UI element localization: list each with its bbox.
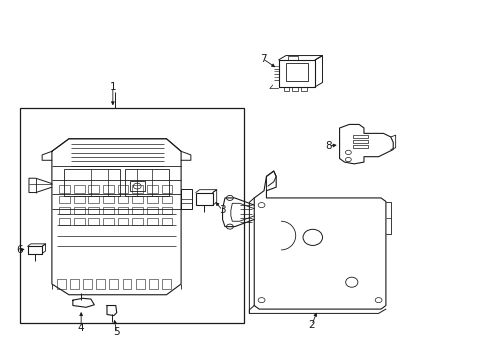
Bar xyxy=(59,185,70,193)
Bar xyxy=(59,207,70,214)
Bar xyxy=(118,207,128,214)
Bar xyxy=(122,279,131,289)
Bar xyxy=(352,145,367,148)
Text: 3: 3 xyxy=(219,206,225,216)
Bar xyxy=(161,196,172,203)
Bar xyxy=(74,196,84,203)
Bar xyxy=(74,218,84,225)
Bar xyxy=(132,185,143,193)
Bar xyxy=(96,279,105,289)
Bar xyxy=(181,189,191,209)
Text: 2: 2 xyxy=(308,320,314,330)
Bar xyxy=(132,207,143,214)
Bar xyxy=(292,87,298,91)
Bar xyxy=(161,218,172,225)
Bar xyxy=(147,196,158,203)
Bar xyxy=(103,218,114,225)
Bar xyxy=(118,185,128,193)
Bar xyxy=(301,87,306,91)
Bar xyxy=(125,169,168,196)
Bar xyxy=(285,63,307,81)
Bar xyxy=(147,218,158,225)
Text: 6: 6 xyxy=(16,245,22,255)
Bar xyxy=(64,169,120,196)
Bar xyxy=(132,196,143,203)
Text: 1: 1 xyxy=(109,82,116,92)
Bar xyxy=(136,279,144,289)
Bar xyxy=(130,181,144,192)
Bar xyxy=(20,108,244,323)
Bar xyxy=(283,87,289,91)
Bar xyxy=(103,207,114,214)
Bar xyxy=(88,207,99,214)
Bar xyxy=(162,279,170,289)
Bar xyxy=(57,279,65,289)
Bar xyxy=(70,279,79,289)
Bar xyxy=(74,207,84,214)
Text: 8: 8 xyxy=(325,141,331,151)
Bar xyxy=(352,135,367,138)
Bar xyxy=(161,207,172,214)
Bar xyxy=(149,279,158,289)
Bar xyxy=(132,218,143,225)
Bar xyxy=(161,185,172,193)
Bar xyxy=(195,193,212,205)
Text: 5: 5 xyxy=(113,327,120,337)
Text: 4: 4 xyxy=(78,323,84,333)
Bar xyxy=(352,140,367,143)
Bar xyxy=(88,185,99,193)
Text: 7: 7 xyxy=(259,54,266,64)
Bar xyxy=(288,56,298,60)
Bar xyxy=(59,218,70,225)
Bar xyxy=(118,218,128,225)
Bar xyxy=(83,279,92,289)
Bar xyxy=(109,279,118,289)
Bar xyxy=(147,207,158,214)
Bar xyxy=(147,185,158,193)
Bar xyxy=(74,185,84,193)
Bar xyxy=(59,196,70,203)
Bar xyxy=(103,185,114,193)
Bar xyxy=(103,196,114,203)
Bar xyxy=(88,218,99,225)
Bar xyxy=(118,196,128,203)
Bar xyxy=(88,196,99,203)
